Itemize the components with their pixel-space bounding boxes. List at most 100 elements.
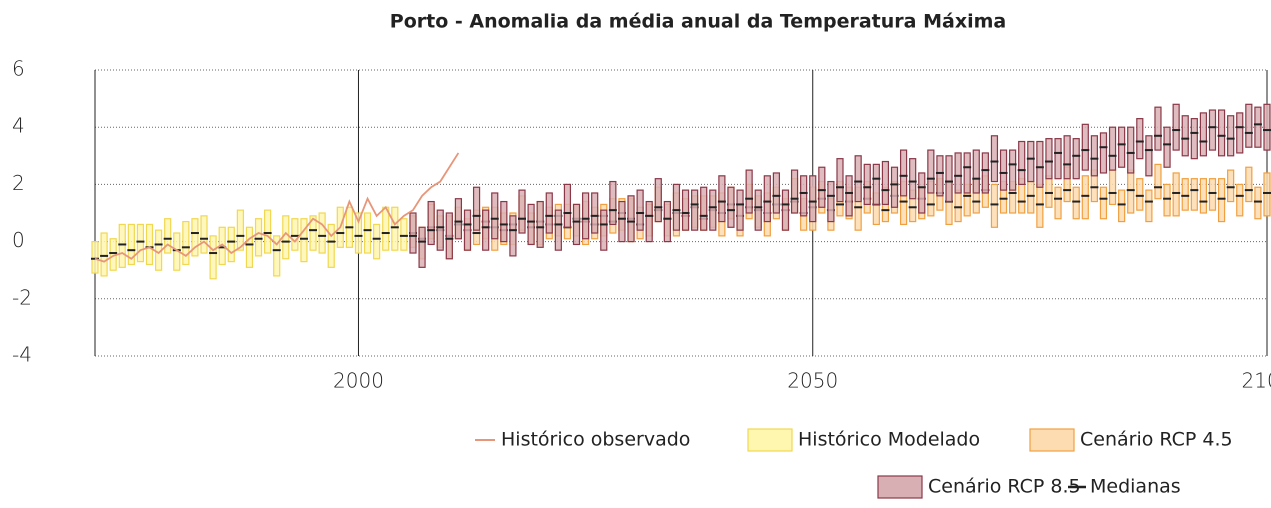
box xyxy=(382,206,390,251)
y-tick-label: 0 xyxy=(12,228,25,252)
box xyxy=(972,149,980,194)
box xyxy=(1127,169,1135,214)
box xyxy=(1172,103,1180,151)
box xyxy=(118,223,126,268)
legend-label: Histórico observado xyxy=(501,429,690,451)
box xyxy=(1027,180,1035,214)
box xyxy=(1118,126,1126,168)
box xyxy=(91,241,99,274)
box xyxy=(1054,138,1062,180)
box xyxy=(781,189,790,231)
box xyxy=(1072,186,1080,220)
box xyxy=(1245,166,1253,203)
box xyxy=(1036,140,1044,188)
box xyxy=(627,195,635,243)
box xyxy=(245,226,254,268)
box xyxy=(672,183,681,231)
box xyxy=(354,212,363,254)
box xyxy=(264,209,272,254)
box xyxy=(527,203,535,246)
box xyxy=(1154,163,1162,200)
box xyxy=(436,209,444,251)
legend-label: Histórico Modelado xyxy=(798,429,980,451)
legend-swatch xyxy=(1029,428,1075,452)
box xyxy=(191,218,199,257)
legend-label: Medianas xyxy=(1090,476,1181,498)
box xyxy=(463,209,472,251)
legend-label: Cenário RCP 4.5 xyxy=(1080,429,1233,451)
box xyxy=(209,235,217,280)
box xyxy=(1254,106,1262,148)
box xyxy=(981,152,989,194)
box xyxy=(663,200,671,243)
box xyxy=(1172,172,1180,217)
box xyxy=(236,209,244,251)
box xyxy=(872,163,880,206)
box xyxy=(1136,118,1144,160)
box xyxy=(1009,149,1017,191)
box xyxy=(373,223,381,260)
box xyxy=(1108,126,1117,171)
box xyxy=(1145,135,1153,177)
box xyxy=(1163,183,1171,217)
box xyxy=(1208,109,1217,151)
box xyxy=(1108,169,1117,206)
box xyxy=(327,223,335,268)
box xyxy=(1136,178,1144,211)
box xyxy=(282,215,290,260)
box xyxy=(536,200,544,248)
box xyxy=(718,175,726,223)
box xyxy=(727,186,735,228)
box xyxy=(363,212,372,254)
box xyxy=(1217,178,1226,223)
box xyxy=(1190,178,1198,211)
box xyxy=(518,189,526,234)
box xyxy=(309,215,317,251)
box xyxy=(1027,140,1035,183)
box xyxy=(409,212,417,254)
x-tick-label: 2000 xyxy=(333,369,384,393)
box xyxy=(1181,178,1189,211)
box xyxy=(709,189,717,231)
box xyxy=(645,200,653,243)
box xyxy=(800,175,808,217)
box xyxy=(890,166,899,208)
box xyxy=(700,186,708,231)
y-tick-label: 2 xyxy=(12,171,25,195)
box xyxy=(809,175,817,223)
box xyxy=(1145,189,1153,223)
y-tick-label: -2 xyxy=(12,285,32,309)
box xyxy=(1199,178,1208,214)
box xyxy=(1154,106,1162,151)
legend-swatch xyxy=(877,475,923,499)
box xyxy=(500,200,508,243)
box xyxy=(445,212,453,260)
box xyxy=(136,223,145,263)
box xyxy=(881,160,890,206)
box xyxy=(1227,169,1235,203)
box xyxy=(1081,175,1089,220)
box xyxy=(491,192,499,240)
box xyxy=(863,163,871,206)
box xyxy=(582,192,590,240)
box xyxy=(572,203,581,246)
box xyxy=(300,218,308,263)
box xyxy=(482,209,490,251)
box xyxy=(818,166,826,208)
box xyxy=(1190,118,1198,160)
box xyxy=(691,189,699,231)
box xyxy=(1254,186,1262,220)
box xyxy=(1127,126,1135,174)
box xyxy=(945,155,953,203)
box xyxy=(963,152,971,194)
chart-title: Porto - Anomalia da média anual da Tempe… xyxy=(390,11,1006,33)
box xyxy=(1245,103,1253,148)
box xyxy=(273,235,281,277)
box xyxy=(1081,123,1089,171)
box xyxy=(754,189,762,231)
box xyxy=(836,158,844,203)
box xyxy=(1263,172,1271,217)
box xyxy=(763,175,771,223)
box xyxy=(563,183,572,228)
box xyxy=(1263,103,1271,151)
